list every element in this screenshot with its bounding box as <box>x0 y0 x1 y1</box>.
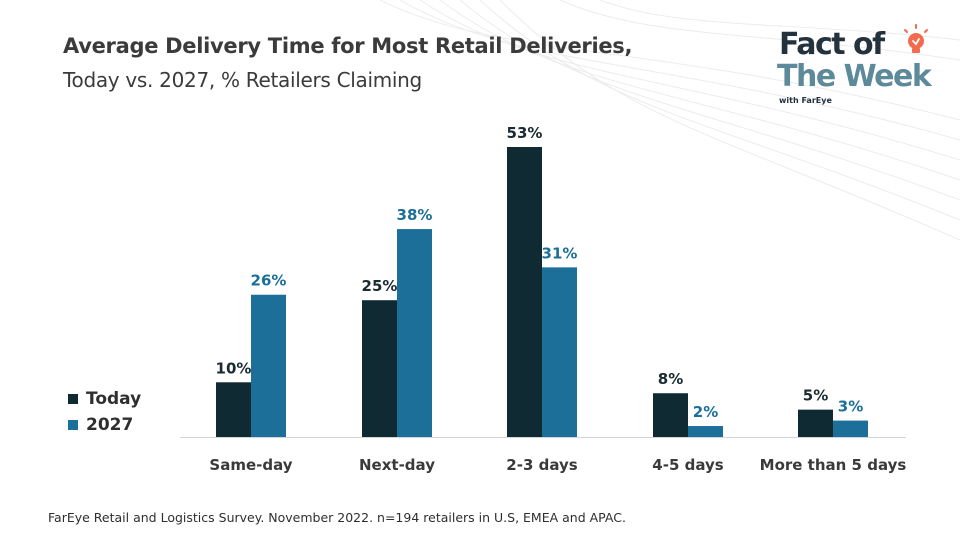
brand-line1: Fact of <box>779 27 885 62</box>
bar-today-3 <box>653 393 688 437</box>
data-label-2027-1: 38% <box>397 206 433 224</box>
footnote: FarEye Retail and Logistics Survey. Nove… <box>48 510 626 525</box>
legend-item-2027: 2027 <box>68 412 141 438</box>
data-label-today-4: 5% <box>803 387 828 405</box>
data-label-2027-4: 3% <box>838 398 863 416</box>
lightbulb-icon <box>904 24 928 53</box>
bar-today-1 <box>362 300 397 437</box>
bar-2027-1 <box>397 229 432 437</box>
legend-swatch-2027 <box>68 420 78 430</box>
data-label-today-3: 8% <box>658 370 683 388</box>
bar-today-2 <box>507 147 542 437</box>
brand-sub: with FarEye <box>779 96 832 105</box>
legend: Today 2027 <box>68 386 141 438</box>
data-label-2027-3: 2% <box>693 403 718 421</box>
legend-swatch-today <box>68 394 78 404</box>
data-label-today-1: 25% <box>362 277 398 295</box>
data-label-today-0: 10% <box>216 359 252 377</box>
data-label-today-2: 53% <box>507 124 543 142</box>
bar-2027-0 <box>251 294 286 437</box>
x-tick-label-2: 2-3 days <box>506 456 577 474</box>
legend-item-today: Today <box>68 386 141 412</box>
brand-logo: Fact of The Week with FarEye <box>775 24 945 114</box>
bar-today-4 <box>798 409 833 437</box>
chart-subtitle: Today vs. 2027, % Retailers Claiming <box>63 68 422 92</box>
x-tick-label-0: Same-day <box>209 456 292 474</box>
x-tick-label-4: More than 5 days <box>760 456 907 474</box>
x-tick-label-3: 4-5 days <box>652 456 723 474</box>
data-label-2027-2: 31% <box>542 244 578 262</box>
bar-2027-2 <box>542 267 577 437</box>
bar-2027-3 <box>688 426 723 437</box>
legend-label-today: Today <box>86 389 142 409</box>
data-label-2027-0: 26% <box>251 272 287 290</box>
x-tick-label-1: Next-day <box>359 456 435 474</box>
bar-today-0 <box>216 382 251 437</box>
brand-line2: The Week <box>777 59 932 94</box>
legend-label-2027: 2027 <box>86 415 134 435</box>
bar-2027-4 <box>833 420 868 437</box>
chart-title: Average Delivery Time for Most Retail De… <box>63 34 633 58</box>
